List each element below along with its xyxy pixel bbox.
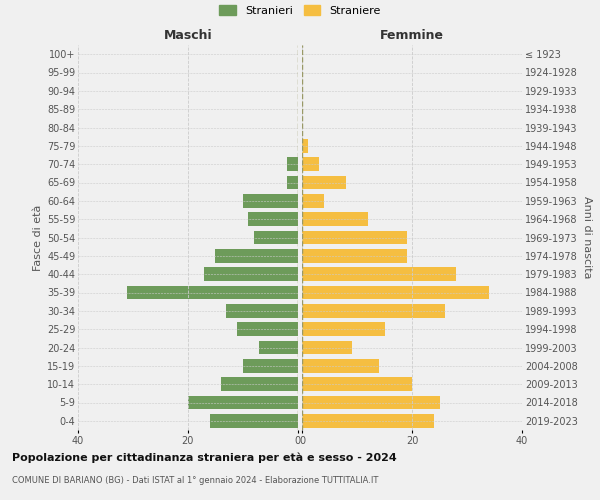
Bar — [243, 359, 298, 372]
Bar — [243, 194, 298, 207]
Bar — [302, 414, 434, 428]
Y-axis label: Fasce di età: Fasce di età — [32, 204, 43, 270]
Bar — [226, 304, 298, 318]
Title: Maschi: Maschi — [164, 30, 212, 43]
Bar — [248, 212, 298, 226]
Y-axis label: Anni di nascita: Anni di nascita — [582, 196, 592, 279]
Bar — [302, 340, 352, 354]
Bar — [302, 212, 368, 226]
Bar — [127, 286, 298, 300]
Bar — [302, 194, 324, 207]
Bar — [302, 268, 456, 281]
Text: COMUNE DI BARIANO (BG) - Dati ISTAT al 1° gennaio 2024 - Elaborazione TUTTITALIA: COMUNE DI BARIANO (BG) - Dati ISTAT al 1… — [12, 476, 379, 485]
Bar — [238, 322, 298, 336]
Bar — [302, 176, 346, 190]
Title: Femmine: Femmine — [380, 30, 444, 43]
Bar — [205, 268, 298, 281]
Bar — [254, 230, 298, 244]
Bar — [215, 249, 298, 262]
Bar — [210, 414, 298, 428]
Bar — [259, 340, 298, 354]
Bar — [221, 378, 298, 391]
Bar — [302, 322, 385, 336]
Bar — [302, 378, 412, 391]
Bar — [302, 230, 407, 244]
Bar — [302, 139, 308, 152]
Bar — [302, 249, 407, 262]
Bar — [302, 286, 489, 300]
Bar — [302, 158, 319, 171]
Text: Popolazione per cittadinanza straniera per età e sesso - 2024: Popolazione per cittadinanza straniera p… — [12, 452, 397, 463]
Bar — [302, 304, 445, 318]
Bar — [188, 396, 298, 409]
Bar — [287, 176, 298, 190]
Legend: Stranieri, Straniere: Stranieri, Straniere — [215, 0, 385, 20]
Bar — [287, 158, 298, 171]
Bar — [302, 359, 379, 372]
Bar — [302, 396, 440, 409]
